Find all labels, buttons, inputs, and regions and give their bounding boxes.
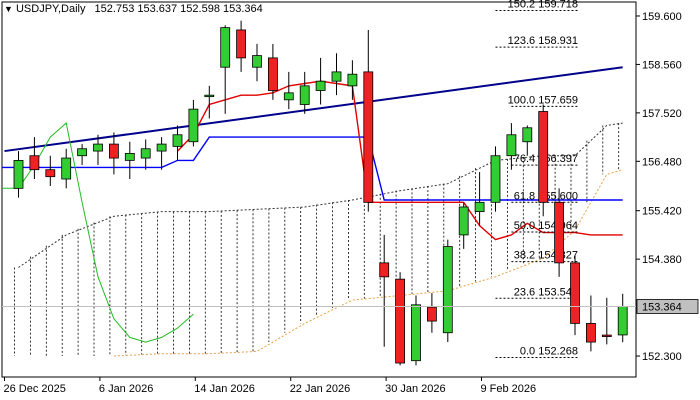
senkou-span-a xyxy=(18,122,623,268)
date-tick-label: 22 Jan 2026 xyxy=(290,383,351,395)
candle-body xyxy=(124,152,135,161)
candle-body xyxy=(442,246,453,334)
price-tick-label: 152.300 xyxy=(642,351,682,363)
candle-body xyxy=(395,278,406,364)
chart-header: ▼ USDJPY,Daily 152.753 153.637 152.598 1… xyxy=(4,3,263,15)
candle-body xyxy=(252,55,262,68)
candle-body xyxy=(13,159,24,189)
candle-body xyxy=(299,85,310,105)
candle-body xyxy=(109,143,119,159)
price-tick-label: 157.520 xyxy=(642,108,682,120)
indicator-lines xyxy=(2,66,623,343)
price-tick-label: 159.600 xyxy=(642,11,682,23)
fib-level-label: 38.2 154.327 xyxy=(514,250,578,262)
fib-level-label: 50.0 154.964 xyxy=(514,220,578,232)
plot-frame xyxy=(1,1,637,378)
symbol-timeframe: USDJPY,Daily xyxy=(15,3,86,15)
date-axis: 26 Dec 2025 6 Jan 2026 14 Jan 2026 22 Jan 2… xyxy=(4,377,537,395)
price-axis: 159.600 158.560 157.520 156.480 155.420 154.3… xyxy=(2,11,699,363)
candle-body xyxy=(315,80,326,91)
candle-body xyxy=(140,148,151,159)
price-tick-label: 158.560 xyxy=(642,59,682,71)
date-tick-label: 26 Dec 2025 xyxy=(4,383,66,395)
candle-body xyxy=(61,157,72,180)
price-tick-label: 155.420 xyxy=(642,206,682,218)
candle-body xyxy=(554,201,564,264)
chevron-down-icon[interactable]: ▼ xyxy=(4,4,13,14)
current-price-label: 153.364 xyxy=(642,301,682,313)
candle-body xyxy=(188,108,199,143)
date-tick-label: 9 Feb 2026 xyxy=(481,383,537,395)
candle-body xyxy=(490,155,501,203)
candle-body xyxy=(347,73,358,87)
fib-level-label: 23.6 153.540 xyxy=(514,286,578,298)
candle-body xyxy=(363,71,374,203)
trendline xyxy=(4,66,623,153)
candle-body xyxy=(29,155,40,171)
candle-body xyxy=(617,306,628,336)
candle-body xyxy=(570,262,580,324)
ohlc-values: 152.753 153.637 152.598 153.364 xyxy=(94,3,263,15)
candle-body xyxy=(236,29,247,59)
candle-body xyxy=(411,304,421,362)
candles xyxy=(13,20,628,366)
fib-level-label: 0.0 152.268 xyxy=(520,346,578,358)
candle-body xyxy=(45,169,56,178)
candle-body xyxy=(172,134,183,147)
price-tick-label: 154.380 xyxy=(642,254,682,266)
candle-body xyxy=(283,92,294,101)
fib-level-label: 123.6 158.931 xyxy=(508,35,578,47)
candle-body xyxy=(331,71,342,82)
candle-body xyxy=(220,27,231,68)
candle-body xyxy=(506,134,517,157)
date-tick-label: 30 Jan 2026 xyxy=(385,383,446,395)
candle-body xyxy=(379,262,390,278)
candle-body xyxy=(538,111,549,203)
candle-body xyxy=(522,127,533,143)
candle-body xyxy=(77,148,87,157)
candle-body xyxy=(93,143,103,152)
fib-level-label: 150.2 159.718 xyxy=(508,0,578,10)
ichimoku-cloud xyxy=(14,122,623,357)
chart-grid xyxy=(1,1,637,378)
candle-body xyxy=(601,334,612,337)
price-tick-label: 156.480 xyxy=(642,156,682,168)
candle-body xyxy=(586,323,596,343)
candle-body xyxy=(458,206,469,236)
date-tick-label: 14 Jan 2026 xyxy=(194,383,255,395)
candle-body xyxy=(204,94,215,98)
fib-level-label: 100.0 157.659 xyxy=(508,94,578,106)
date-tick-label: 6 Jan 2026 xyxy=(99,383,153,395)
candle-body xyxy=(156,143,167,152)
candle-body xyxy=(474,201,485,213)
candle-body xyxy=(426,306,437,322)
tenkan-sen xyxy=(176,80,623,241)
candle-body xyxy=(267,57,278,91)
current-price-badge xyxy=(636,299,699,314)
